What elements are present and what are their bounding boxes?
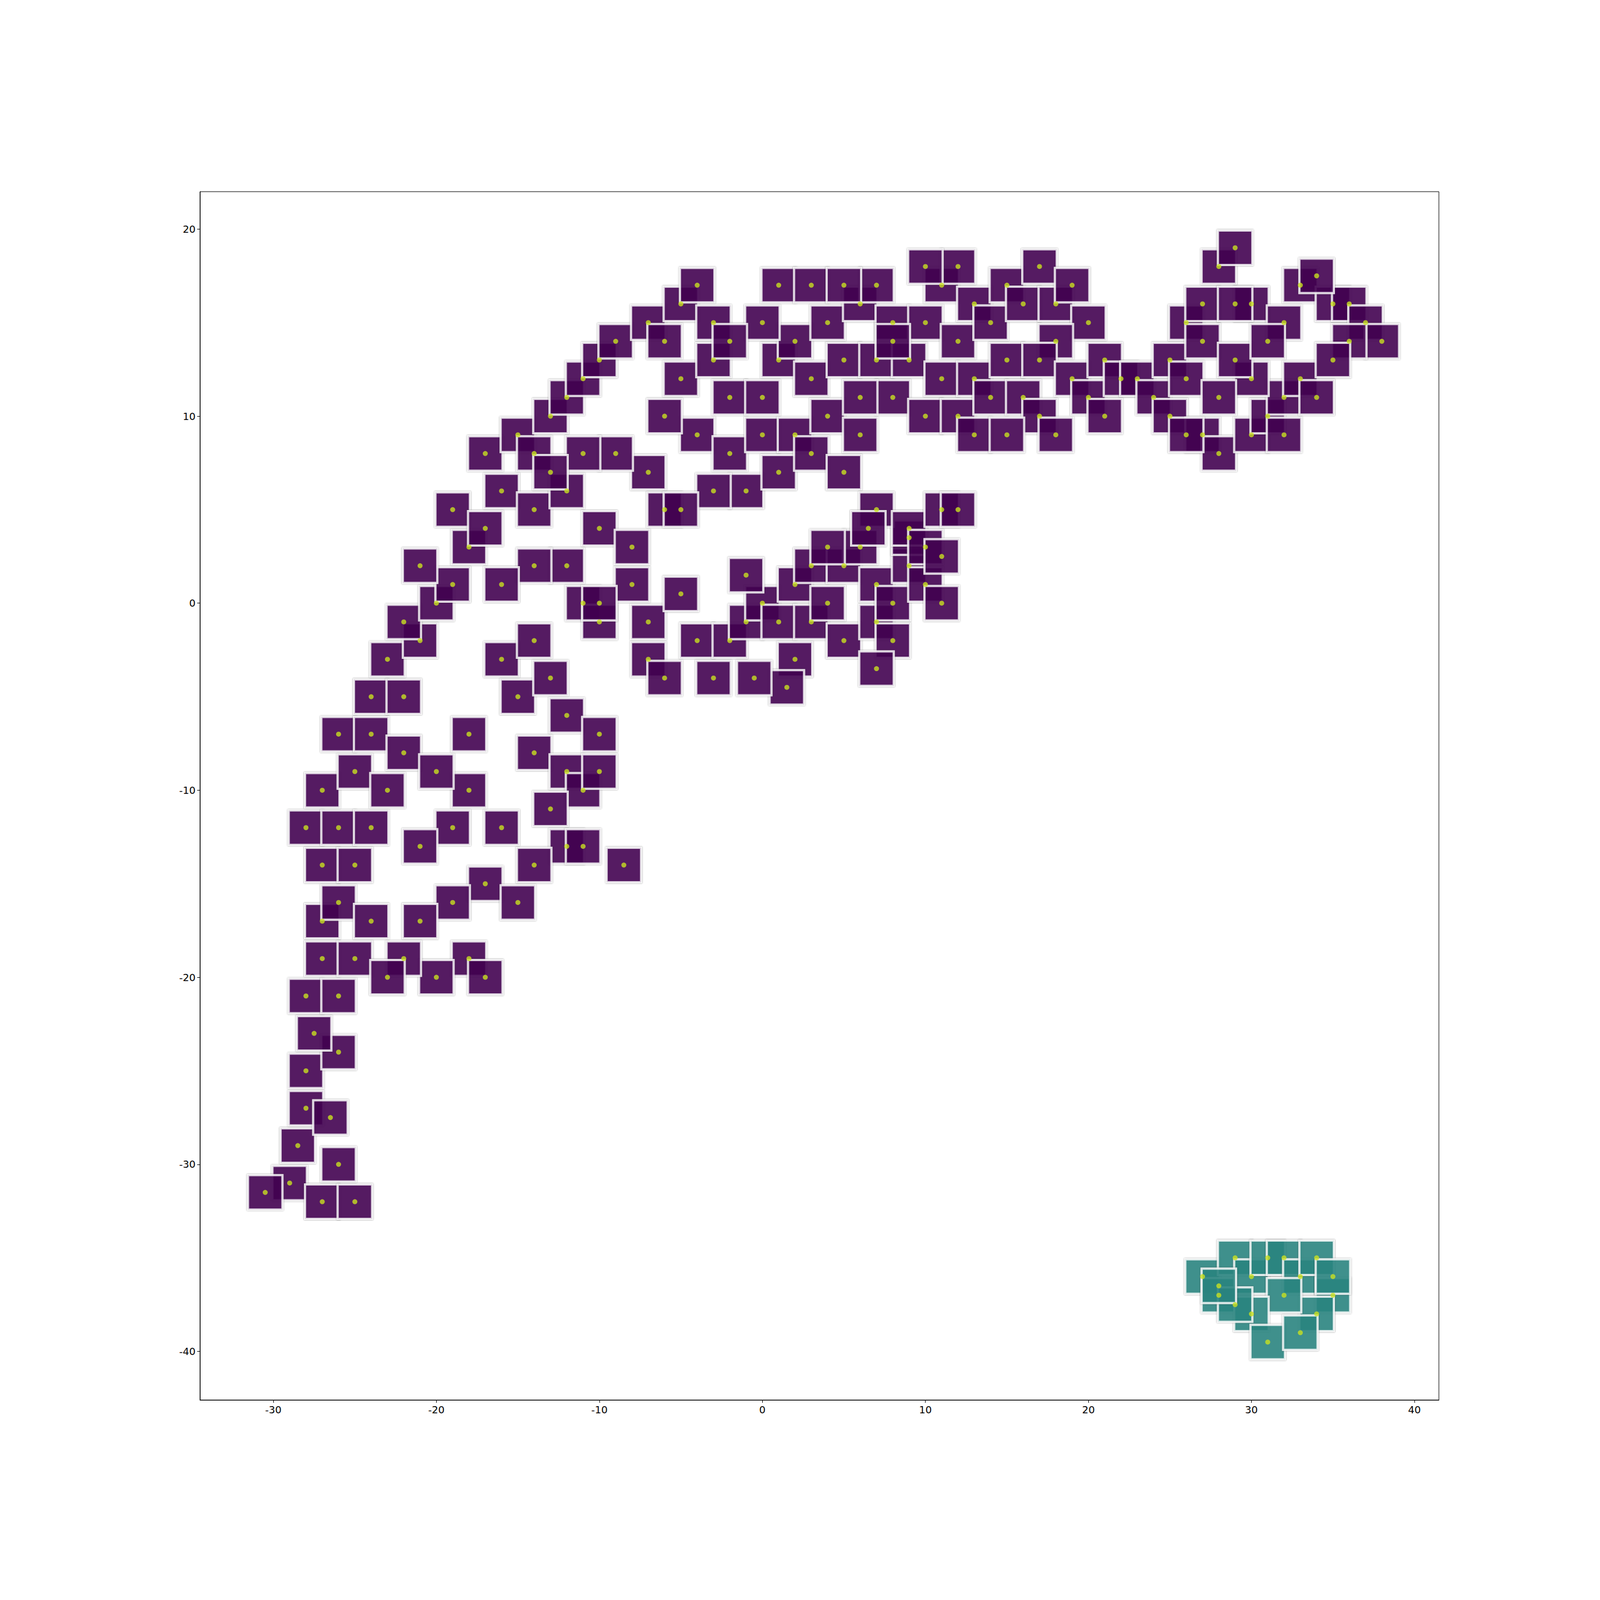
svg-text:-40: -40 <box>179 1345 196 1358</box>
svg-text:10: 10 <box>918 1403 932 1416</box>
svg-text:-20: -20 <box>179 971 196 984</box>
svg-text:-30: -30 <box>265 1403 282 1416</box>
svg-text:40: 40 <box>1408 1403 1422 1416</box>
svg-text:20: 20 <box>182 223 196 235</box>
svg-text:-10: -10 <box>591 1403 608 1416</box>
svg-text:0: 0 <box>759 1403 766 1416</box>
svg-text:-30: -30 <box>179 1158 196 1170</box>
svg-text:0: 0 <box>189 597 196 609</box>
svg-text:-10: -10 <box>179 784 196 797</box>
svg-text:10: 10 <box>182 410 196 423</box>
svg-text:20: 20 <box>1082 1403 1095 1416</box>
svg-text:-20: -20 <box>428 1403 445 1416</box>
svg-text:30: 30 <box>1245 1403 1258 1416</box>
